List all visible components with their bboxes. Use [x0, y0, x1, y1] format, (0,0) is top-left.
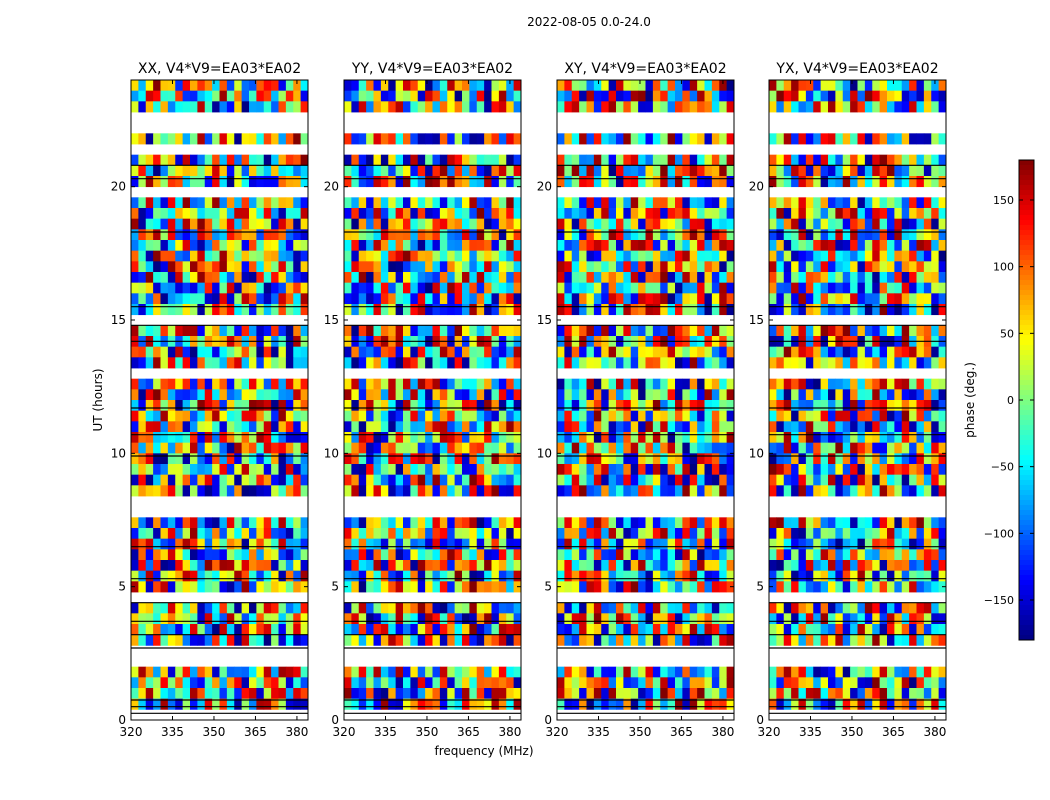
y-tick-label: 15 — [324, 313, 339, 327]
y-tick-label: 10 — [111, 446, 126, 460]
x-tick-label: 380 — [711, 725, 734, 739]
x-tick-label: 335 — [161, 725, 184, 739]
panel-title: XY, V4*V9=EA03*EA02 — [564, 61, 726, 77]
plot-frame — [768, 79, 947, 721]
x-axis-label: frequency (MHz) — [434, 744, 533, 758]
colorbar: 150 100 50 0 −50 −100 −150 — [984, 159, 1035, 641]
x-tick-label: 320 — [120, 725, 143, 739]
x-tick-label: 365 — [457, 725, 480, 739]
colorbar-tick-label: 150 — [993, 194, 1014, 207]
panel-3: XY, V4*V9=EA03*EA02 320 335 350 365 380 0 5 10 15… — [537, 61, 735, 739]
y-tick-label: 15 — [111, 313, 126, 327]
colorbar-tick-label: 50 — [1000, 327, 1014, 340]
colorbar-gradient — [1019, 160, 1034, 641]
y-tick-label: 5 — [544, 580, 552, 594]
x-tick-label: 350 — [416, 725, 439, 739]
panel-title: XX, V4*V9=EA03*EA02 — [138, 61, 301, 77]
x-tick-label: 365 — [244, 725, 267, 739]
y-tick-label: 10 — [537, 446, 552, 460]
y-tick-label: 0 — [118, 713, 126, 727]
y-axis-label: UT (hours) — [91, 368, 105, 431]
y-tick-label: 20 — [111, 180, 126, 194]
colorbar-tick-label: −100 — [984, 527, 1014, 540]
x-tick-label: 320 — [546, 725, 569, 739]
x-tick-label: 380 — [498, 725, 521, 739]
panel-4: YX, V4*V9=EA03*EA02 320 335 350 365 380 0 5 10 15… — [749, 61, 947, 739]
x-tick-label: 350 — [203, 725, 226, 739]
panels: XX, V4*V9=EA03*EA02 320 335 350 365 380 0 5 10 15… — [111, 61, 947, 739]
plot-frame — [343, 79, 522, 721]
x-tick-label: 365 — [882, 725, 905, 739]
x-tick-label: 350 — [629, 725, 652, 739]
y-tick-label: 20 — [749, 180, 764, 194]
figure-title: 2022-08-05 0.0-24.0 — [527, 15, 651, 29]
plot-frame — [130, 79, 309, 721]
colorbar-label: phase (deg.) — [963, 362, 977, 438]
heatmap-cells — [131, 80, 309, 710]
heatmap-cells — [344, 80, 522, 710]
colorbar-tick-label: −50 — [991, 461, 1014, 474]
y-tick-label: 5 — [331, 580, 339, 594]
y-tick-label: 10 — [324, 446, 339, 460]
y-tick-label: 10 — [749, 446, 764, 460]
y-tick-label: 20 — [324, 180, 339, 194]
colorbar-tick-label: −150 — [984, 594, 1014, 607]
y-tick-label: 0 — [756, 713, 764, 727]
x-tick-label: 350 — [841, 725, 864, 739]
colorbar-tick-label: 0 — [1007, 394, 1014, 407]
panel-title: YX, V4*V9=EA03*EA02 — [775, 61, 938, 77]
y-tick-label: 20 — [537, 180, 552, 194]
y-tick-label: 5 — [118, 580, 126, 594]
x-tick-label: 365 — [670, 725, 693, 739]
y-tick-label: 0 — [544, 713, 552, 727]
y-tick-label: 0 — [331, 713, 339, 727]
x-tick-label: 380 — [923, 725, 946, 739]
x-tick-label: 320 — [333, 725, 356, 739]
x-tick-label: 320 — [758, 725, 781, 739]
x-tick-label: 335 — [799, 725, 822, 739]
panel-2: YY, V4*V9=EA03*EA02 320 335 350 365 380 0 5 10 15… — [324, 61, 522, 739]
x-tick-label: 335 — [587, 725, 610, 739]
heatmap-cells — [557, 80, 735, 710]
x-tick-label: 335 — [374, 725, 397, 739]
y-tick-label: 5 — [756, 580, 764, 594]
y-tick-label: 15 — [749, 313, 764, 327]
x-tick-label: 380 — [285, 725, 308, 739]
y-tick-label: 15 — [537, 313, 552, 327]
panel-title: YY, V4*V9=EA03*EA02 — [351, 61, 513, 77]
heatmap-cells — [769, 80, 947, 710]
colorbar-tick-label: 100 — [993, 261, 1014, 274]
panel-1: XX, V4*V9=EA03*EA02 320 335 350 365 380 0 5 10 15… — [111, 61, 309, 739]
plot-frame — [556, 79, 735, 721]
